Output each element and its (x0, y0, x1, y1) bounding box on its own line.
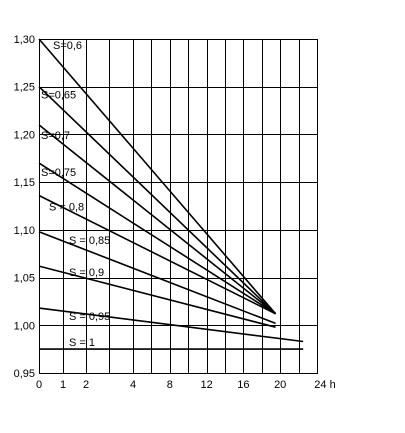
series-line (38, 307, 304, 343)
series-line (38, 86, 277, 315)
y-tick-label: 1,20 (14, 129, 35, 141)
y-tick-label: 1,30 (14, 34, 35, 46)
series-line (38, 265, 276, 328)
grid (39, 39, 318, 374)
series-label: S = 0,95 (69, 311, 110, 323)
y-tick-label: 1,10 (14, 225, 35, 237)
x-tick-label: 12 (200, 379, 212, 391)
series-labels: S=0,6 S=0,65 S=0,7 S=0,75 S = 0,8 S = 0,85 S =… (41, 40, 110, 349)
series-line (38, 194, 276, 315)
x-tick-label: 2 (83, 379, 89, 391)
series-label: S = 1 (69, 337, 95, 349)
x-tick-label: 20 (274, 379, 286, 391)
series-label: S = 0,8 (49, 202, 84, 214)
series-label: S = 0,9 (69, 267, 104, 279)
series-label: S=0,75 (41, 167, 76, 179)
series-label: S=0,6 (53, 40, 82, 52)
series-line (38, 124, 277, 315)
series-label: S = 0,85 (69, 235, 110, 247)
y-tick-label: 1,25 (14, 82, 35, 94)
y-tick-label: 1,15 (14, 177, 35, 189)
x-tick-label: 8 (167, 379, 173, 391)
x-tick-label: 16 (237, 379, 249, 391)
y-tick-label: 1,00 (14, 320, 35, 332)
plot-frame (39, 39, 318, 374)
tick-labels: 0,951,001,051,101,151,201,251,300 1 2 4 8 12 1… (14, 34, 336, 391)
series-label: S=0,7 (41, 130, 70, 142)
x-tick-label: 1 (60, 379, 66, 391)
series-group (38, 38, 304, 350)
series-line (38, 231, 276, 325)
x-tick-label: 0 (36, 379, 42, 391)
x-tick-label: 4 (130, 379, 136, 391)
y-tick-label: 1,05 (14, 273, 35, 285)
x-tick-label: 24 h (314, 379, 335, 391)
y-tick-label: 0,95 (14, 368, 35, 380)
series-line (38, 162, 277, 315)
series-line (38, 38, 277, 315)
series-label: S=0,65 (41, 90, 76, 102)
